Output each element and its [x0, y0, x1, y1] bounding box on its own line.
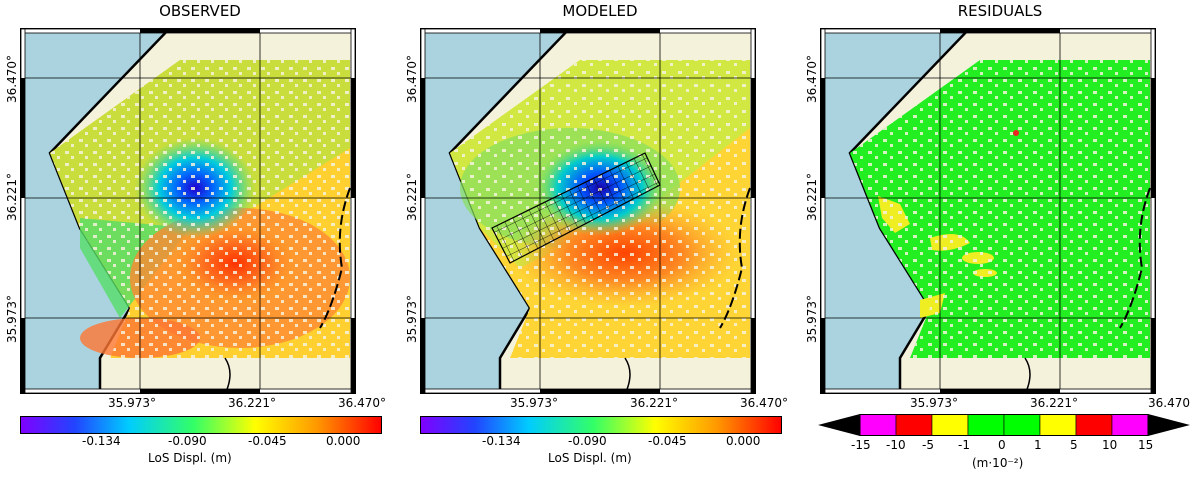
panel-title-modeled: MODELED	[562, 2, 638, 20]
cb-tick-obs-0: -0.134	[82, 434, 121, 448]
fault-trace	[319, 187, 351, 329]
residual-colorbar-segment	[967, 414, 1005, 436]
x-tick-1-res: 35.973°	[910, 396, 958, 410]
cb-tick-mod-0: -0.134	[482, 434, 521, 448]
residual-colorbar-segment	[895, 414, 933, 436]
residual-colorbar	[818, 414, 1190, 436]
cb-tick-res-2: -5	[922, 438, 934, 452]
cb-arrow-left	[818, 414, 860, 436]
cb-tick-obs-2: -0.045	[248, 434, 287, 448]
residuals-map	[820, 28, 1156, 394]
x-tick-3-res: 36.470	[1148, 396, 1190, 410]
y-tick-mid-mod: 36.221°	[405, 173, 419, 221]
y-tick-top-obs: 36.470°	[5, 55, 19, 103]
cb-tick-res-3: -1	[958, 438, 970, 452]
residual-colorbar-segment	[1075, 414, 1113, 436]
cb-tick-res-1: -10	[886, 438, 906, 452]
residual-colorbar-segment	[859, 414, 897, 436]
modeled-map	[420, 28, 756, 394]
cb-arrow-right	[1148, 414, 1190, 436]
cb-tick-res-8: 15	[1138, 438, 1154, 452]
y-tick-bottom-obs: 35.973°	[5, 295, 19, 343]
cb-tick-mod-3: 0.000	[726, 434, 761, 448]
cb-label-mod: LoS Displ. (m)	[548, 451, 632, 465]
x-tick-2-res: 36.221°	[1030, 396, 1078, 410]
panel-title-residuals: RESIDUALS	[957, 2, 1043, 20]
panel-title-observed: OBSERVED	[159, 2, 241, 20]
residual-colorbar-segment	[1003, 414, 1041, 436]
x-tick-3-mod: 36.470°	[740, 396, 788, 410]
residual-colorbar-segment	[1039, 414, 1077, 436]
x-tick-1-obs: 35.973°	[108, 396, 156, 410]
cb-tick-obs-3: 0.000	[326, 434, 361, 448]
cb-tick-res-4: 0	[998, 438, 1006, 452]
residual-colorbar-segment	[1111, 414, 1149, 436]
cb-tick-res-5: 1	[1034, 438, 1042, 452]
grid-lines	[20, 28, 356, 394]
y-tick-mid-obs: 36.221°	[5, 173, 19, 221]
cb-label-obs: LoS Displ. (m)	[148, 451, 232, 465]
displacement-colorbar-observed	[20, 416, 382, 434]
cb-tick-res-6: 5	[1070, 438, 1078, 452]
cb-tick-mod-1: -0.090	[568, 434, 607, 448]
y-tick-bottom-res: 35.973°	[805, 295, 819, 343]
y-tick-top-res: 36.470°	[805, 55, 819, 103]
cb-tick-res-0: -15	[851, 438, 871, 452]
cb-label-res: (m·10⁻²)	[972, 456, 1024, 470]
observed-map	[20, 28, 356, 394]
x-tick-2-obs: 36.221°	[228, 396, 276, 410]
displacement-colorbar-modeled	[420, 416, 782, 434]
cb-tick-obs-1: -0.090	[168, 434, 207, 448]
residual-colorbar-segment	[931, 414, 969, 436]
y-tick-bottom-mod: 35.973°	[405, 295, 419, 343]
y-tick-top-mod: 36.470°	[405, 55, 419, 103]
cb-tick-res-7: 10	[1102, 438, 1118, 452]
x-tick-3-obs: 36.470°	[338, 396, 386, 410]
cb-tick-mod-2: -0.045	[648, 434, 687, 448]
x-tick-2-mod: 36.221°	[630, 396, 678, 410]
x-tick-1-mod: 35.973°	[510, 396, 558, 410]
y-tick-mid-res: 36.221°	[805, 173, 819, 221]
